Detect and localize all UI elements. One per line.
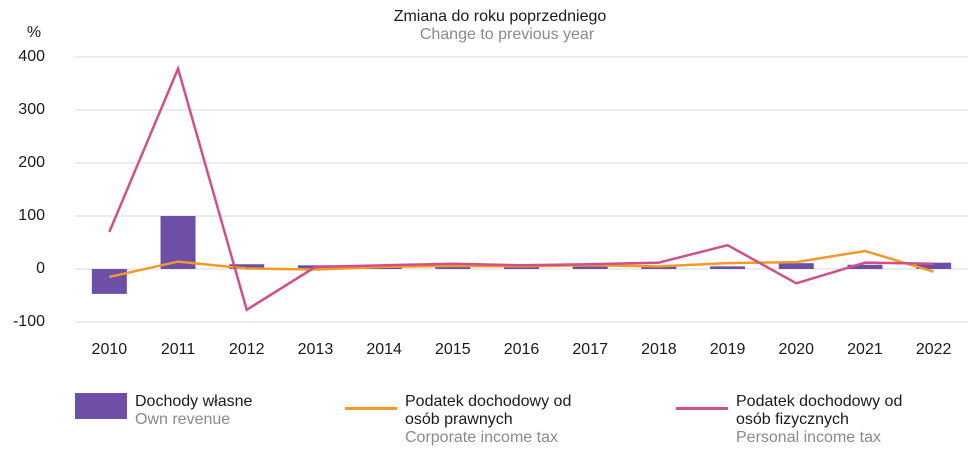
legend-item: Podatek dochodowy od osób fizycznych Pers…: [676, 393, 911, 447]
legend-label: Podatek dochodowy od osób prawnych: [405, 393, 572, 428]
y-tick-label: 200: [18, 154, 45, 171]
y-tick-label: 0: [36, 260, 45, 277]
chart-title: Zmiana do roku poprzedniego: [394, 8, 607, 25]
chart-subtitle: Change to previous year: [420, 26, 595, 43]
legend-swatch: [75, 393, 127, 419]
legend-item: Dochody własne Own revenue: [75, 393, 310, 429]
legend-text: Podatek dochodowy od osób prawnych Corpor…: [405, 393, 580, 447]
y-tick-label: 400: [18, 48, 45, 65]
bar: [160, 216, 196, 269]
x-tick-label: 2012: [229, 341, 265, 358]
y-axis-label: %: [27, 24, 41, 41]
x-tick-label: 2019: [710, 341, 746, 358]
legend-swatch: [345, 407, 397, 410]
y-tick-label: 300: [18, 101, 45, 118]
bar: [778, 263, 814, 269]
x-tick-label: 2016: [504, 341, 540, 358]
legend-label-en: Personal income tax: [736, 429, 881, 446]
bar: [91, 269, 127, 294]
legend-label-en: Own revenue: [135, 411, 231, 428]
x-tick-label: 2021: [847, 341, 883, 358]
bar: [641, 266, 677, 269]
y-tick-label: -100: [13, 313, 45, 330]
bar: [916, 262, 952, 269]
x-tick-label: 2018: [641, 341, 677, 358]
y-tick-label: 100: [18, 207, 45, 224]
legend-label: Podatek dochodowy od osób fizycznych: [736, 393, 903, 428]
line: [108, 64, 934, 312]
x-tick-label: 2020: [778, 341, 814, 358]
legend-swatch: [676, 407, 728, 410]
legend-label-en: Corporate income tax: [405, 429, 558, 446]
bar: [366, 267, 402, 269]
bar: [435, 266, 471, 269]
x-tick-label: 2017: [572, 341, 608, 358]
x-tick-label: 2015: [435, 341, 471, 358]
bar: [229, 264, 265, 269]
legend-text: Dochody własne Own revenue: [135, 393, 310, 429]
x-tick-label: 2013: [298, 341, 334, 358]
bar: [710, 266, 746, 269]
x-tick-label: 2022: [916, 341, 952, 358]
x-tick-label: 2011: [161, 341, 196, 358]
legend-text: Podatek dochodowy od osób fizycznych Pers…: [736, 393, 911, 447]
x-tick-label: 2010: [92, 341, 128, 358]
legend-label: Dochody własne: [135, 393, 253, 410]
legend-item: Podatek dochodowy od osób prawnych Corpor…: [345, 393, 580, 447]
bar: [572, 266, 608, 269]
x-tick-label: 2014: [366, 341, 402, 358]
bar: [847, 264, 883, 269]
